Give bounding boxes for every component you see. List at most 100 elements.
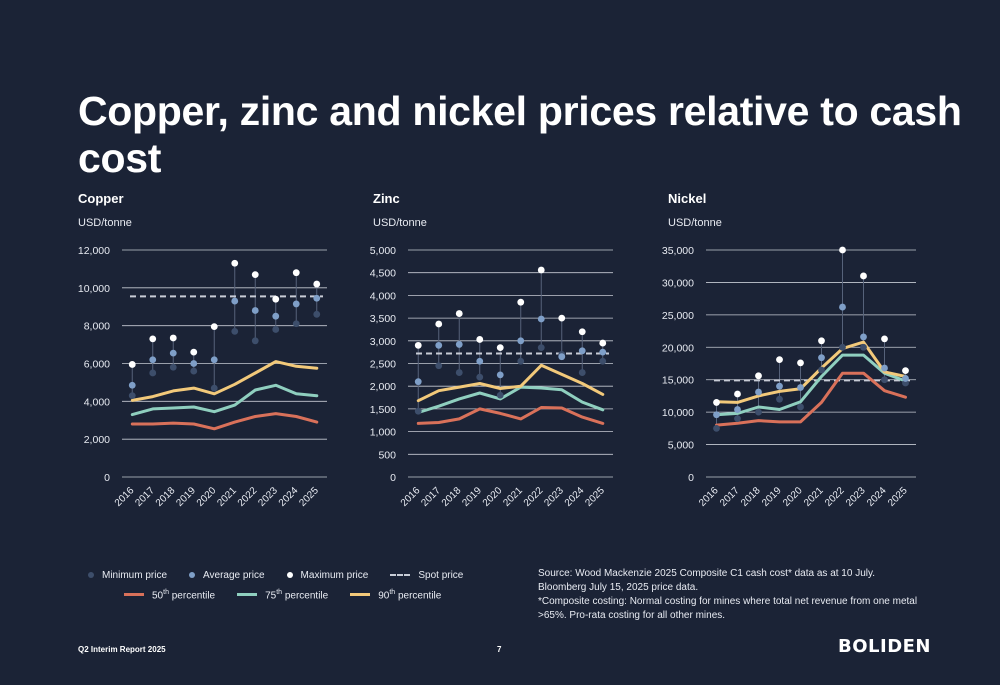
- x-tick-label: 2024: [865, 485, 889, 509]
- max-price-dot: [558, 314, 566, 322]
- max-price-dot: [210, 323, 218, 331]
- chart-zinc: Zinc USD/tonne 0 500 1,000 1,500 2,000 2,500 3,0…: [370, 191, 613, 509]
- avg-price-dot: [169, 349, 177, 357]
- min-price-dot: [517, 357, 525, 365]
- max-price-dot: [149, 335, 157, 343]
- x-tick-label: 2022: [236, 485, 260, 509]
- avg-price-dot: [231, 297, 239, 305]
- boliden-logo: BOLIDEN: [838, 636, 931, 657]
- min-price-dot: [734, 415, 741, 423]
- charts-svg: Copper USD/tonne 0 2,000 4,000 6,000 8,000 10,0…: [78, 191, 916, 509]
- legend-item-p50: 50th percentile: [124, 589, 215, 601]
- legend-item-min: Minimum price: [88, 570, 167, 581]
- y-tick-label: 12,000: [78, 245, 110, 257]
- legend-swatch-min: [88, 572, 94, 578]
- legend-item-avg: Average price: [189, 570, 265, 581]
- min-price-dot: [190, 367, 198, 375]
- chart-title: Zinc: [373, 191, 400, 206]
- legend-label-max: Maximum price: [300, 569, 369, 581]
- x-tick-label: 2025: [583, 485, 607, 509]
- series-line-p90: [715, 340, 907, 404]
- min-price-dot: [776, 395, 783, 403]
- y-tick-label: 3,500: [370, 313, 396, 325]
- min-price-dot: [839, 343, 846, 351]
- avg-price-dot: [776, 382, 783, 390]
- y-tick-label: 5,000: [668, 440, 694, 452]
- source-note: Source: Wood Mackenzie 2025 Composite C1…: [538, 567, 918, 623]
- max-price-dot: [776, 356, 783, 364]
- max-price-dot: [517, 298, 525, 306]
- min-price-dot: [599, 357, 607, 365]
- legend-label-p90: 90th percentile: [378, 588, 442, 602]
- max-price-dot: [414, 341, 422, 349]
- x-tick-label: 2025: [886, 485, 910, 509]
- chart-copper: Copper USD/tonne 0 2,000 4,000 6,000 8,000 10,0…: [78, 191, 327, 509]
- min-price-dot: [128, 392, 136, 400]
- max-price-dot: [496, 344, 504, 352]
- avg-price-dot: [860, 333, 867, 341]
- avg-price-dot: [128, 381, 136, 389]
- min-price-dot: [435, 362, 443, 370]
- avg-price-dot: [839, 303, 846, 311]
- max-price-dot: [599, 339, 607, 347]
- y-tick-label: 2,000: [370, 381, 396, 393]
- max-price-dot: [251, 271, 259, 278]
- y-tick-label: 3,000: [370, 336, 396, 348]
- y-tick-label: 30,000: [662, 277, 694, 289]
- y-tick-label: 25,000: [662, 310, 694, 322]
- avg-price-dot: [313, 294, 321, 302]
- avg-price-dot: [190, 360, 198, 367]
- series-line-p75: [130, 383, 319, 417]
- legend-item-spot: Spot price: [390, 570, 463, 581]
- x-tick-label: 2016: [399, 485, 423, 509]
- min-price-dot: [578, 369, 586, 376]
- avg-price-dot: [713, 411, 720, 419]
- series-line-p75: [715, 353, 907, 417]
- y-tick-label: 500: [378, 449, 396, 461]
- x-tick-label: 2023: [542, 485, 566, 509]
- y-tick-label: 2,500: [370, 359, 396, 371]
- series-line-p90: [416, 363, 605, 403]
- min-price-dot: [881, 376, 888, 384]
- x-tick-label: 2024: [563, 485, 587, 509]
- min-price-dot: [476, 373, 484, 381]
- max-price-dot: [435, 320, 443, 328]
- avg-price-dot: [251, 307, 259, 314]
- min-price-dot: [455, 369, 463, 376]
- legend-label-p75: 75th percentile: [265, 588, 329, 602]
- x-tick-label: 2022: [522, 485, 546, 509]
- x-tick-label: 2023: [256, 485, 280, 509]
- y-tick-label: 5,000: [370, 245, 396, 257]
- x-tick-label: 2018: [440, 485, 464, 509]
- min-price-dot: [755, 408, 762, 416]
- max-price-dot: [272, 295, 280, 303]
- max-price-dot: [190, 348, 198, 356]
- x-tick-label: 2025: [297, 485, 321, 509]
- y-tick-label: 1,500: [370, 404, 396, 416]
- avg-price-dot: [818, 354, 825, 362]
- x-tick-label: 2019: [174, 485, 198, 509]
- avg-price-dot: [881, 364, 888, 372]
- avg-price-dot: [414, 378, 422, 386]
- x-tick-label: 2018: [739, 485, 763, 509]
- x-tick-label: 2022: [823, 485, 847, 509]
- max-price-dot: [902, 367, 909, 375]
- avg-price-dot: [755, 388, 762, 396]
- min-price-dot: [713, 424, 720, 432]
- max-price-dot: [128, 361, 136, 368]
- max-price-dot: [881, 335, 888, 343]
- avg-price-dot: [272, 312, 280, 320]
- y-tick-label: 8,000: [84, 321, 110, 333]
- max-price-dot: [797, 359, 804, 367]
- x-tick-label: 2019: [760, 485, 784, 509]
- series-line-p75: [416, 385, 605, 414]
- avg-price-dot: [496, 371, 504, 379]
- page-title: Copper, zinc and nickel prices relative …: [78, 88, 962, 181]
- avg-price-dot: [734, 406, 741, 413]
- min-price-dot: [149, 369, 157, 377]
- y-tick-label: 2,000: [84, 434, 110, 446]
- legend-swatch-avg: [189, 572, 196, 578]
- x-tick-label: 2020: [195, 485, 219, 509]
- max-price-dot: [292, 269, 300, 277]
- max-price-dot: [839, 246, 846, 254]
